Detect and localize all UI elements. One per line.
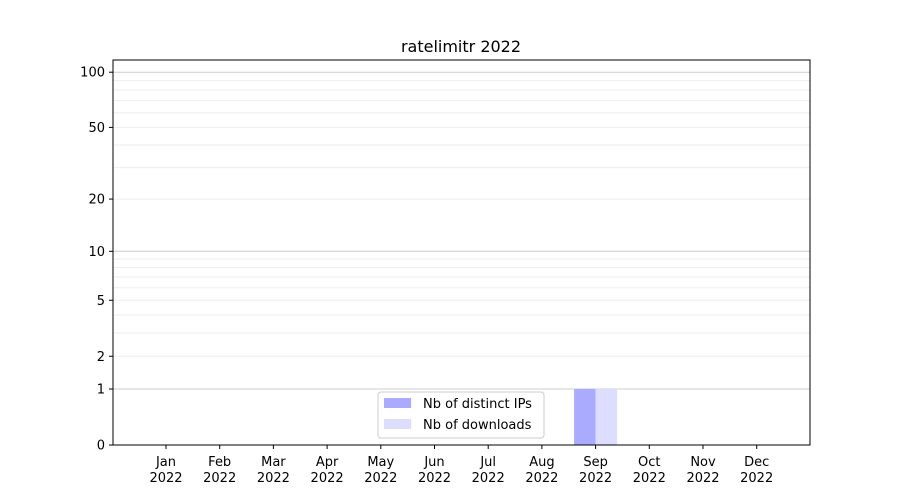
x-tick-label: 2022 <box>418 471 451 486</box>
x-tick-label: 2022 <box>686 471 719 486</box>
legend-box <box>377 391 545 439</box>
chart-title: ratelimitr 2022 <box>401 37 521 56</box>
y-tick-label: 20 <box>88 193 105 208</box>
x-tick-label: 2022 <box>149 471 182 486</box>
x-tick-label: Nov <box>690 455 716 470</box>
legend-label: Nb of distinct IPs <box>423 397 532 412</box>
x-tick-label: Apr <box>316 455 339 470</box>
x-tick-label: 2022 <box>311 471 344 486</box>
x-tick-label: 2022 <box>633 471 666 486</box>
y-tick-label: 5 <box>97 294 105 309</box>
y-tick-label: 2 <box>97 350 105 365</box>
x-tick-label: Jul <box>479 455 496 470</box>
bar-downloads <box>595 389 618 445</box>
x-tick-label: Dec <box>744 455 769 470</box>
y-tick-label: 0 <box>97 439 105 454</box>
x-tick-label: Jan <box>155 455 176 470</box>
legend-label: Nb of downloads <box>423 418 532 433</box>
x-tick-label: 2022 <box>472 471 505 486</box>
y-tick-label: 10 <box>88 245 105 260</box>
bar-distinct-ips <box>574 389 596 445</box>
x-tick-label: Aug <box>529 455 554 470</box>
y-tick-label: 1 <box>97 383 105 398</box>
x-tick-label: 2022 <box>364 471 397 486</box>
y-tick-label: 100 <box>80 66 105 81</box>
x-tick-label: Jun <box>423 455 444 470</box>
x-tick-label: 2022 <box>740 471 773 486</box>
x-tick-label: Mar <box>261 455 286 470</box>
legend-swatch <box>384 419 411 429</box>
x-tick-label: 2022 <box>525 471 558 486</box>
x-tick-label: 2022 <box>579 471 612 486</box>
y-tick-label: 50 <box>88 121 105 136</box>
legend: Nb of distinct IPs Nb of downloads <box>377 391 545 439</box>
plot-frame <box>112 59 811 446</box>
x-tick-label: 2022 <box>257 471 290 486</box>
x-tick-label: 2022 <box>203 471 236 486</box>
legend-swatch <box>384 398 411 408</box>
x-tick-label: Oct <box>638 455 660 470</box>
x-tick-label: Feb <box>208 455 231 470</box>
x-tick-label: Sep <box>583 455 608 470</box>
x-tick-label: May <box>367 455 394 470</box>
